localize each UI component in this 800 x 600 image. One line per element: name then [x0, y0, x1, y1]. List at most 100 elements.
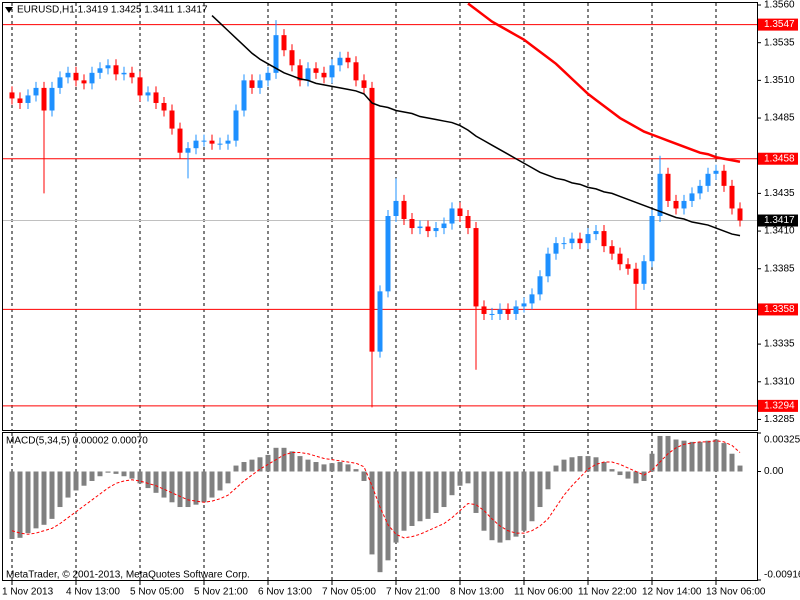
macd-bar — [649, 453, 655, 472]
macd-bar — [161, 471, 167, 498]
level-label: 1.3294 — [764, 401, 795, 412]
macd-bar — [609, 469, 615, 472]
macd-bar — [137, 471, 143, 484]
macd-bar — [113, 471, 119, 474]
macd-bar — [561, 459, 567, 472]
macd-bar — [457, 471, 463, 486]
macd-bar — [681, 440, 687, 472]
candle-body — [673, 200, 679, 209]
macd-bar — [465, 471, 471, 484]
candle-body — [305, 68, 311, 81]
x-tick-label: 7 Nov 21:00 — [386, 587, 440, 598]
macd-bar — [393, 471, 399, 543]
x-tick-label: 5 Nov 05:00 — [130, 587, 184, 598]
macd-bar — [329, 463, 335, 472]
macd-bar — [153, 471, 159, 493]
macd-bar — [569, 457, 575, 472]
candle-body — [353, 62, 359, 81]
x-tick-label: 11 Nov 22:00 — [578, 587, 637, 598]
y-tick-label: 1.3435 — [764, 188, 795, 199]
candle-body — [385, 216, 391, 292]
macd-bar — [57, 471, 63, 508]
candle-body — [73, 72, 79, 81]
macd-bar — [145, 471, 151, 489]
macd-bar — [625, 471, 631, 479]
candle-body — [249, 80, 255, 88]
candle-body — [425, 226, 431, 232]
candle-body — [473, 228, 479, 307]
candle-body — [705, 173, 711, 186]
macd-bar — [409, 471, 415, 526]
candle-body — [433, 228, 439, 232]
macd-bar — [441, 471, 447, 508]
candle-body — [633, 268, 639, 284]
candle-body — [169, 110, 175, 129]
x-tick-label: 5 Nov 21:00 — [194, 587, 248, 598]
macd-bar — [353, 469, 359, 472]
macd-bar — [201, 471, 207, 503]
candle-body — [217, 143, 223, 145]
level-box — [758, 152, 798, 165]
candle-body — [57, 77, 63, 88]
candle-body — [321, 72, 327, 78]
macd-bar — [241, 462, 247, 472]
symbol-icon — [5, 7, 13, 13]
candle-body — [609, 246, 615, 254]
candle-body — [265, 72, 271, 81]
macd-bar — [697, 441, 703, 472]
level-label: 1.3458 — [764, 153, 795, 164]
candle-body — [145, 92, 151, 96]
macd-bar — [209, 471, 215, 498]
macd-bar — [641, 471, 647, 481]
candle-body — [601, 231, 607, 247]
macd-bar — [49, 471, 55, 519]
macd-bar — [481, 471, 487, 531]
level-box — [758, 18, 798, 31]
macd-title: MACD(5,34,5) 0.00002 0.00070 — [6, 436, 148, 447]
candle-body — [289, 50, 295, 66]
y-tick-label: 1.3385 — [764, 263, 795, 274]
candle-body — [105, 65, 111, 69]
signal-line — [11, 440, 741, 539]
macd-bar — [129, 471, 135, 479]
candle-body — [113, 65, 119, 75]
candle-body — [369, 87, 375, 352]
candle-body — [489, 313, 495, 315]
macd-bar — [217, 471, 223, 491]
y-tick-label: 0.00325 — [764, 435, 800, 446]
candle-body — [497, 309, 503, 314]
candle-body — [233, 110, 239, 141]
macd-bar — [537, 471, 543, 508]
macd-bar — [417, 471, 423, 522]
y-tick-label: 1.3510 — [764, 75, 795, 86]
level-box — [758, 303, 798, 316]
candle-body — [185, 148, 191, 153]
candle-body — [393, 200, 399, 216]
y-tick-label: 1.3310 — [764, 376, 795, 387]
x-tick-label: 8 Nov 13:00 — [450, 587, 504, 598]
level-label: 1.3358 — [764, 304, 795, 315]
candle-body — [529, 294, 535, 304]
macd-bar — [41, 471, 47, 525]
macd-bar — [321, 464, 327, 472]
y-tick-label: 1.3335 — [764, 339, 795, 350]
candle-body — [9, 92, 15, 99]
moving-average — [467, 2, 741, 163]
candle-body — [225, 140, 231, 144]
candle-body — [201, 140, 207, 142]
macd-bar — [505, 471, 511, 541]
candle-body — [697, 185, 703, 194]
y-tick-label: 1.3285 — [764, 414, 795, 425]
candle-body — [153, 92, 159, 103]
macd-bar — [713, 439, 719, 472]
macd-bar — [369, 471, 375, 555]
candle-body — [401, 200, 407, 220]
macd-bar — [721, 443, 727, 472]
macd-bar — [601, 462, 607, 472]
macd-bar — [361, 471, 367, 481]
macd-bar — [729, 453, 735, 472]
x-tick-label: 1 Nov 2013 — [2, 587, 54, 598]
y-tick-label: 1.3410 — [764, 226, 795, 237]
macd-bar — [553, 465, 559, 472]
